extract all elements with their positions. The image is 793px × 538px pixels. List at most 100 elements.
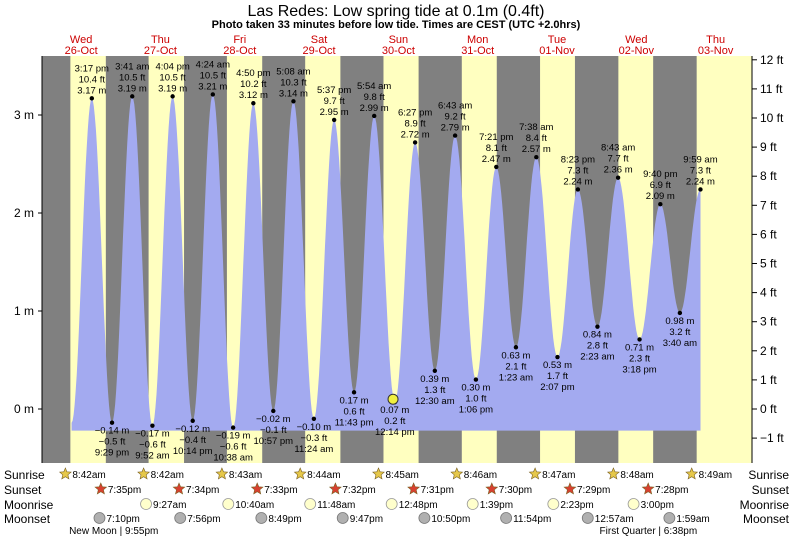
sunset-icon <box>407 482 421 495</box>
moonrise-icon <box>140 498 152 510</box>
tide-ft-label: −0.6 ft <box>139 440 166 451</box>
tide-time-label: 3:17 pm <box>75 63 109 74</box>
axis-ticks: 0 m 1 m 2 m 3 m −1 ft 0 ft 1 ft 2 ft 3 ft 4 ft 5 f… <box>14 34 784 463</box>
tide-ft-label: 0.6 ft <box>343 406 364 417</box>
tide-m-label: 2.79 m <box>441 123 470 134</box>
tide-m-label: 2.24 m <box>563 176 592 187</box>
tide-m-label: 0.98 m <box>665 316 694 327</box>
tide-point <box>432 368 438 373</box>
tide-area-path <box>71 94 701 431</box>
sunrise-icon <box>58 467 72 480</box>
tide-ft-label: 10.5 ft <box>119 72 146 83</box>
tide-point <box>575 187 581 192</box>
tide-point <box>371 113 377 119</box>
tide-ft-label: −0.4 ft <box>179 435 206 446</box>
moonset-icon <box>336 512 349 524</box>
tide-m-label: 2.09 m <box>646 191 675 202</box>
day-band <box>696 56 752 463</box>
day-name: Wed <box>625 34 647 46</box>
moonrise-time: 12:48pm <box>399 500 438 511</box>
tide-point <box>150 423 155 428</box>
sunset-time: 7:31pm <box>421 485 454 496</box>
day-name: Wed <box>70 34 92 46</box>
sunrise-icon <box>293 467 307 480</box>
tide-m-label: −0.10 m <box>297 422 332 433</box>
photo-marker <box>387 393 399 405</box>
tide-m-label: 0.71 m <box>625 342 654 353</box>
right-tick-label: 3 ft <box>760 315 777 329</box>
moon-phase-label: First Quarter | 6:38pm <box>600 526 698 537</box>
tide-point <box>555 354 560 360</box>
tide-point <box>595 324 600 329</box>
sunrise-icon <box>215 467 229 480</box>
moonset-time: 11:54pm <box>513 514 551 525</box>
sunrise-icon <box>450 467 464 480</box>
tide-time-label: 11:43 pm <box>335 417 374 428</box>
tide-m-label: −0.12 m <box>175 424 210 435</box>
moonrise-time: 1:39pm <box>480 500 513 511</box>
tide-ft-label: −0.3 ft <box>301 433 328 444</box>
moonset-icon <box>663 512 676 524</box>
tide-point <box>412 140 418 145</box>
sunset-icon <box>172 482 186 495</box>
tide-ft-label: −0.1 ft <box>260 425 287 436</box>
left-tick-label: 1 m <box>14 304 34 318</box>
tide-ft-label: 8.1 ft <box>486 143 507 154</box>
tide-time-label: 8:43 am <box>601 143 635 154</box>
tide-point <box>658 201 663 207</box>
moonrise-icon <box>466 498 479 510</box>
tide-point <box>677 310 683 316</box>
tide-m-label: −0.19 m <box>216 431 251 442</box>
tide-time-label: 11:24 am <box>294 444 333 455</box>
moonrise-icon <box>222 498 235 510</box>
sunrise-icon <box>528 467 542 480</box>
right-tick-label: −1 ft <box>760 431 784 445</box>
sunset-icon <box>328 482 342 495</box>
sunrise-icon <box>685 467 699 480</box>
tide-ft-label: 9.2 ft <box>445 112 466 123</box>
right-tick-label: 7 ft <box>760 198 777 212</box>
moonrise-icon <box>304 498 317 510</box>
tide-ft-label: 8.9 ft <box>405 118 426 129</box>
tide-m-label: 0.84 m <box>583 330 612 341</box>
tide-m-label: 2.72 m <box>401 129 430 140</box>
moonset-icon <box>581 512 594 524</box>
tide-m-label: 3.19 m <box>158 83 187 94</box>
tide-ft-label: 7.3 ft <box>567 165 588 176</box>
tide-ft-label: 9.7 ft <box>324 96 345 107</box>
tide-ft-label: 2.3 ft <box>629 353 650 364</box>
tide-m-label: 3.12 m <box>239 90 268 101</box>
tide-point <box>698 187 703 192</box>
tide-time-label: 3:18 pm <box>622 364 656 375</box>
moonrise-icon <box>627 498 640 510</box>
tide-time-label: 7:38 am <box>519 122 553 133</box>
tide-time-label: 5:08 am <box>276 66 310 77</box>
sunrise-row-label-right: Sunrise <box>748 468 789 482</box>
right-tick-label: 9 ft <box>760 140 777 154</box>
tide-point <box>291 99 296 104</box>
tide-time-label: 10:57 pm <box>253 436 293 447</box>
tide-m-label: 3.21 m <box>198 81 227 92</box>
tide-time-label: 1:06 pm <box>459 405 493 416</box>
tide-m-label: −0.17 m <box>135 429 170 440</box>
chart-subtitle: Photo taken 33 minutes before low tide. … <box>212 19 581 31</box>
moonset-icon <box>93 512 106 524</box>
day-date: 28-Oct <box>223 45 256 57</box>
tide-point <box>513 345 519 350</box>
sunset-row-label-right: Sunset <box>752 483 790 497</box>
moonrise-row-label-left: Moonrise <box>4 498 54 512</box>
tide-ft-label: 9.8 ft <box>364 92 385 103</box>
tide-m-label: 2.24 m <box>686 176 715 187</box>
right-tick-label: 12 ft <box>760 53 784 67</box>
sunset-icon <box>563 482 577 495</box>
moonset-icon <box>418 512 431 524</box>
tide-point <box>190 418 195 423</box>
tide-ft-label: 7.3 ft <box>690 165 711 176</box>
tide-ft-label: 10.5 ft <box>159 72 186 83</box>
tide-ft-label: −0.6 ft <box>220 442 247 453</box>
tide-point <box>452 133 458 138</box>
tide-m-label: 2.95 m <box>320 107 349 118</box>
tide-time-label: 10:14 pm <box>173 446 213 457</box>
sunset-icon <box>94 482 108 495</box>
